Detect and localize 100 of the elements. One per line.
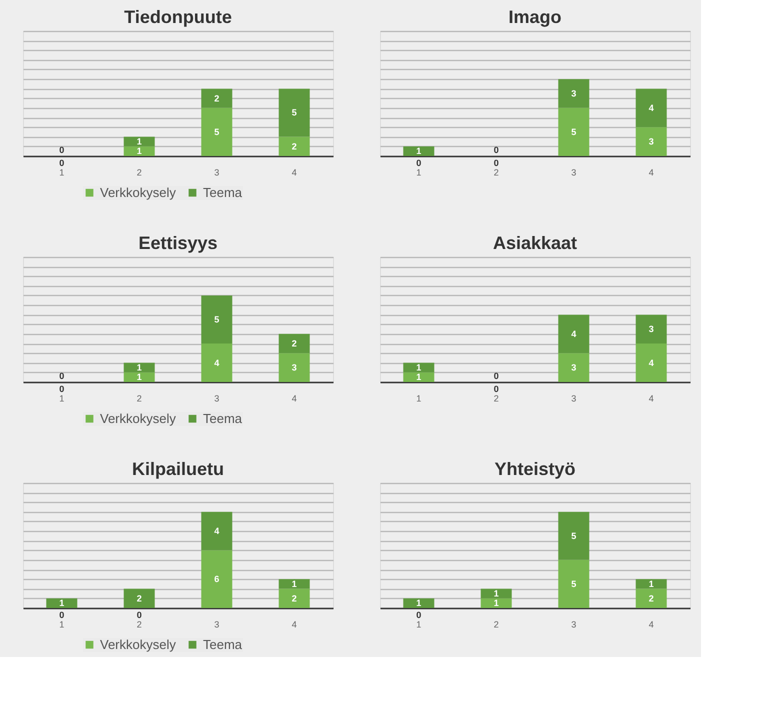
legend-label: Verkkokysely [100, 636, 176, 652]
data-label: 1 [136, 146, 142, 156]
x-tick-label: 3 [214, 168, 220, 178]
x-tick-label: 3 [571, 394, 576, 404]
data-label: 2 [292, 338, 297, 349]
x-tick-label: 2 [494, 620, 499, 630]
data-label: 2 [292, 593, 297, 604]
x-tick-label: 1 [59, 168, 64, 178]
data-label: 5 [214, 126, 220, 137]
data-label: 0 [59, 158, 64, 168]
bar [636, 588, 667, 608]
bar [636, 579, 667, 589]
bar [201, 88, 232, 108]
x-tick-label: 3 [214, 620, 220, 630]
data-label: 0 [494, 158, 499, 168]
data-label: 6 [214, 574, 220, 584]
data-label: 4 [648, 358, 654, 368]
data-label: 2 [214, 93, 220, 104]
bar [636, 314, 667, 344]
bar [403, 146, 434, 156]
data-label: 1 [416, 598, 422, 608]
chart-title: Imago [508, 7, 562, 27]
x-tick-label: 1 [416, 168, 422, 178]
data-label: 0 [416, 158, 422, 168]
bar [278, 588, 310, 608]
data-label: 1 [136, 362, 142, 373]
bar [124, 362, 155, 372]
data-label: 0 [59, 371, 64, 381]
bar [278, 579, 310, 589]
data-label: 1 [292, 578, 297, 589]
data-label: 0 [59, 384, 64, 394]
data-label: 0 [59, 145, 64, 155]
legend-label: Teema [203, 636, 243, 652]
data-label: 1 [136, 136, 142, 147]
data-label: 4 [214, 526, 220, 536]
bar [480, 598, 512, 608]
bar [403, 362, 434, 372]
bar [124, 136, 155, 146]
bar [201, 512, 232, 550]
data-label: 5 [214, 314, 220, 324]
bar [558, 79, 590, 108]
bar [124, 372, 155, 382]
bar [124, 146, 155, 156]
x-tick-label: 2 [136, 168, 142, 178]
x-tick-label: 1 [416, 620, 422, 630]
bar [480, 588, 512, 598]
data-label: 1 [416, 146, 422, 156]
data-label: 0 [494, 145, 499, 155]
bar [124, 588, 155, 608]
data-label: 5 [292, 108, 297, 118]
data-label: 1 [494, 588, 499, 599]
x-tick-label: 2 [136, 620, 142, 630]
bar [278, 136, 310, 156]
bar [558, 314, 590, 354]
data-label: 1 [416, 362, 422, 373]
data-label: 2 [292, 141, 297, 152]
data-label: 3 [571, 88, 576, 98]
bar [403, 372, 434, 382]
bar [403, 598, 434, 608]
data-label: 5 [571, 530, 576, 541]
data-label: 1 [494, 598, 499, 608]
bar [278, 353, 310, 382]
bar [201, 108, 232, 156]
data-label: 4 [214, 358, 220, 368]
legend-label: Teema [203, 184, 243, 200]
x-tick-label: 1 [59, 394, 64, 404]
bar [636, 127, 667, 156]
bar [558, 560, 590, 608]
bar [201, 550, 232, 608]
data-label: 3 [571, 362, 576, 373]
x-tick-label: 4 [292, 168, 297, 178]
x-tick-label: 3 [571, 168, 576, 178]
data-label: 3 [292, 362, 297, 373]
bar [636, 88, 667, 128]
bar [201, 295, 232, 344]
data-label: 1 [59, 598, 64, 608]
data-label: 0 [59, 610, 64, 620]
legend-label: Teema [203, 410, 243, 426]
legend-label: Verkkokysely [100, 410, 176, 426]
bar [201, 344, 232, 382]
data-label: 1 [136, 372, 142, 382]
data-label: 5 [571, 578, 576, 589]
bar [558, 512, 590, 560]
data-label: 1 [648, 578, 654, 589]
bar [636, 344, 667, 382]
bar [558, 108, 590, 156]
chart-title: Yhteistyö [494, 459, 576, 479]
data-label: 2 [648, 593, 654, 604]
data-label: 2 [136, 593, 142, 604]
x-tick-label: 4 [648, 394, 654, 404]
bar [278, 88, 310, 137]
bar [46, 598, 78, 608]
data-label: 3 [648, 324, 654, 334]
data-label: 0 [416, 610, 422, 620]
chart-title: Tiedonpuute [124, 7, 232, 27]
x-tick-label: 4 [292, 620, 297, 630]
x-tick-label: 1 [59, 620, 64, 630]
data-label: 4 [571, 328, 576, 339]
x-tick-label: 3 [214, 394, 220, 404]
data-label: 5 [571, 126, 576, 137]
